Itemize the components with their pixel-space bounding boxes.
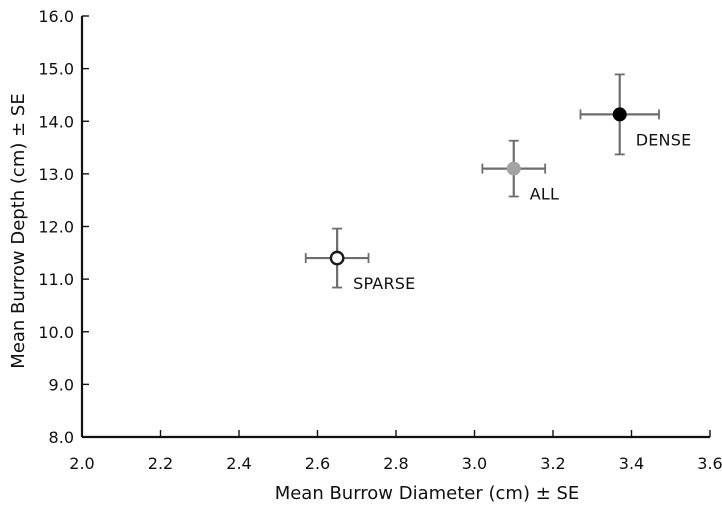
data-points: SPARSE ALL DENSE	[304, 73, 692, 293]
y-tick-label: 10.0	[38, 323, 74, 342]
x-tick-label: 2.0	[69, 454, 94, 473]
x-tick-label: 3.4	[619, 454, 644, 473]
point-marker	[612, 107, 627, 122]
x-tick-label: 3.0	[462, 454, 487, 473]
x-tick-label: 3.6	[697, 454, 722, 473]
x-tick-label: 2.4	[226, 454, 251, 473]
point-marker	[506, 161, 521, 176]
x-tick-label: 2.8	[383, 454, 408, 473]
y-tick-label: 14.0	[38, 112, 74, 131]
y-tick-label: 16.0	[38, 7, 74, 26]
data-point-dense: DENSE	[579, 73, 692, 156]
point-marker	[329, 250, 345, 266]
point-label: SPARSE	[353, 274, 415, 293]
point-label: ALL	[530, 185, 559, 204]
x-tick-label: 2.2	[148, 454, 173, 473]
y-axis-ticks: 8.0 9.0 10.0 11.0 12.0 13.0 14.0 15.0 16.0	[38, 7, 89, 447]
y-axis-title: Mean Burrow Depth (cm) ± SE	[8, 93, 29, 368]
y-tick-label: 9.0	[49, 375, 74, 394]
x-tick-label: 2.6	[305, 454, 330, 473]
y-tick-label: 13.0	[38, 165, 74, 184]
data-point-sparse: SPARSE	[304, 227, 415, 293]
x-tick-label: 3.2	[540, 454, 565, 473]
point-label: DENSE	[636, 130, 692, 149]
y-tick-label: 12.0	[38, 218, 74, 237]
x-axis-ticks: 2.0 2.2 2.4 2.6 2.8 3.0 3.2 3.4 3.6	[69, 430, 722, 473]
y-tick-label: 11.0	[38, 270, 74, 289]
x-axis-title: Mean Burrow Diameter (cm) ± SE	[275, 483, 580, 504]
y-tick-label: 15.0	[38, 60, 74, 79]
data-point-all: ALL	[481, 139, 559, 204]
y-tick-label: 8.0	[49, 428, 74, 447]
